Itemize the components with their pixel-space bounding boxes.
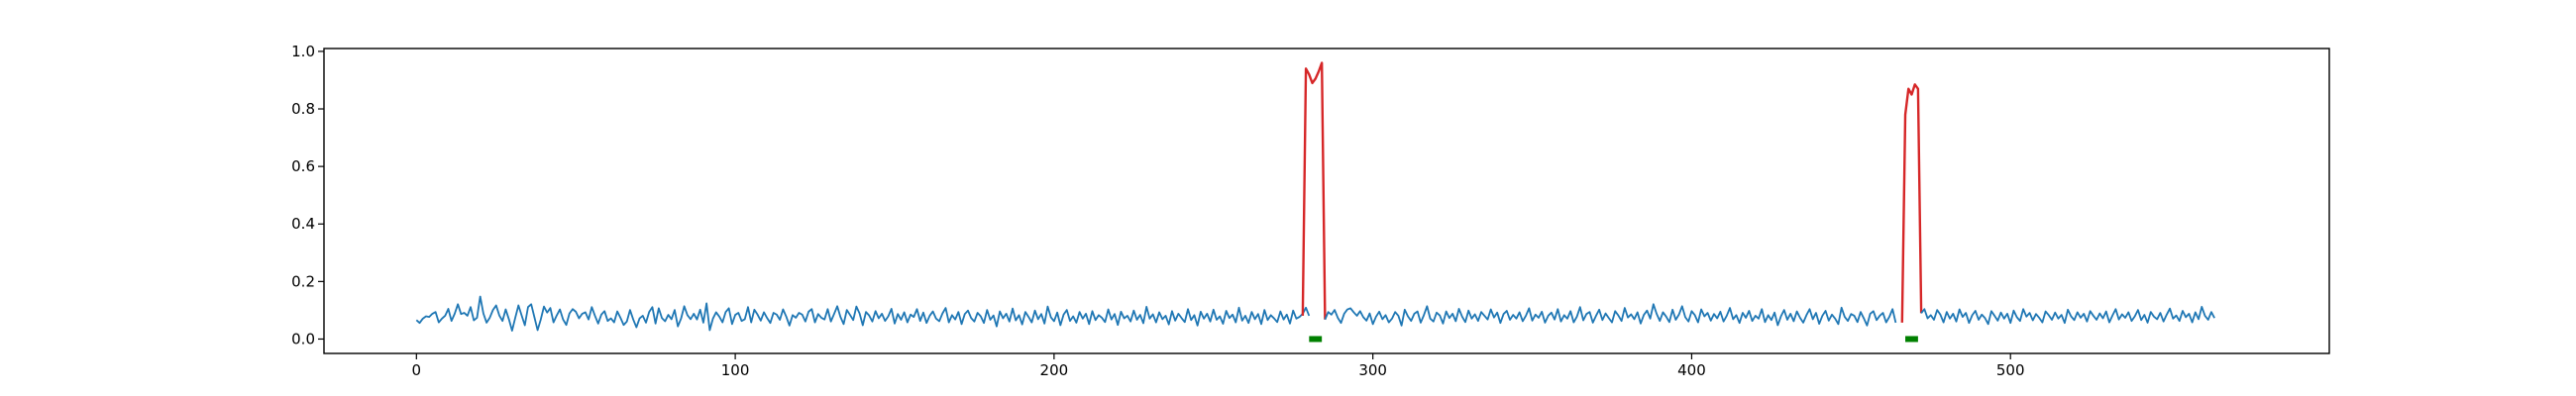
y-tick-label: 0.0 (291, 330, 315, 347)
anomaly-series-line-1 (1301, 61, 1327, 320)
anomaly-series-line-3 (1900, 83, 1923, 323)
y-axis: 0.0 0.2 0.4 0.6 0.8 1.0 (291, 43, 324, 347)
signal-series-line-0 (415, 295, 1311, 332)
plot-frame (323, 48, 2330, 354)
x-tick-label: 0 (412, 361, 422, 379)
x-tick-label: 500 (1996, 361, 2025, 379)
x-tick-label: 300 (1358, 361, 1387, 379)
series-layer (415, 61, 2215, 343)
y-tick-label: 0.8 (291, 100, 315, 118)
y-tick-label: 1.0 (291, 43, 315, 60)
x-tick-label: 400 (1677, 361, 1706, 379)
signal-series-line-2 (1324, 303, 1897, 327)
y-tick-label: 0.4 (291, 215, 315, 233)
x-axis: 0 100 200 300 400 500 (412, 353, 2025, 379)
x-tick-label: 200 (1040, 361, 1069, 379)
y-tick-label: 0.6 (291, 157, 315, 175)
x-tick-label: 100 (721, 361, 750, 379)
signal-series-line-4 (1920, 306, 2215, 326)
y-tick-label: 0.2 (291, 272, 315, 290)
